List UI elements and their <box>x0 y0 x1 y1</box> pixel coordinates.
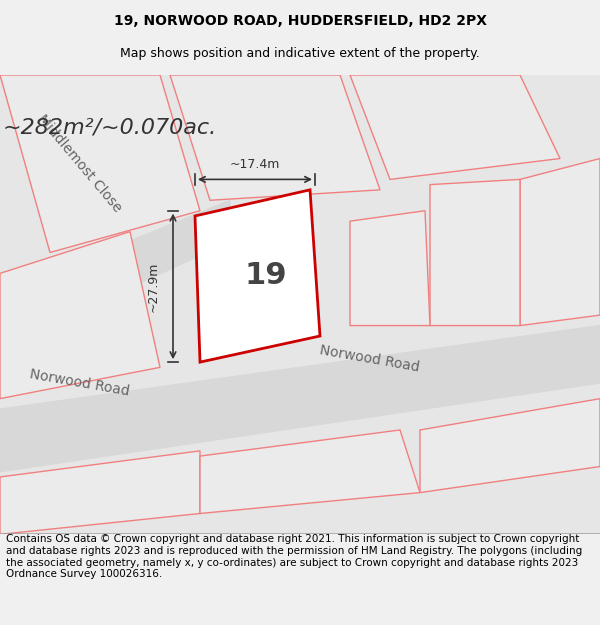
Polygon shape <box>0 75 200 253</box>
Polygon shape <box>350 75 560 179</box>
Polygon shape <box>350 211 430 326</box>
Polygon shape <box>170 75 380 200</box>
Polygon shape <box>0 232 160 399</box>
Text: Norwood Road: Norwood Road <box>29 368 131 399</box>
Text: ~17.4m: ~17.4m <box>230 158 280 171</box>
Polygon shape <box>0 326 600 472</box>
Polygon shape <box>195 190 320 362</box>
Polygon shape <box>0 451 200 534</box>
Polygon shape <box>200 430 420 514</box>
Polygon shape <box>520 159 600 326</box>
Polygon shape <box>430 179 520 326</box>
Text: Map shows position and indicative extent of the property.: Map shows position and indicative extent… <box>120 48 480 61</box>
Polygon shape <box>420 399 600 492</box>
Text: Middlemost Close: Middlemost Close <box>35 112 125 215</box>
Text: ~27.9m: ~27.9m <box>146 261 160 312</box>
Text: Contains OS data © Crown copyright and database right 2021. This information is : Contains OS data © Crown copyright and d… <box>6 534 582 579</box>
Text: 19: 19 <box>245 261 287 291</box>
Text: 19, NORWOOD ROAD, HUDDERSFIELD, HD2 2PX: 19, NORWOOD ROAD, HUDDERSFIELD, HD2 2PX <box>113 14 487 28</box>
Text: Norwood Road: Norwood Road <box>319 343 421 374</box>
Text: ~282m²/~0.070ac.: ~282m²/~0.070ac. <box>3 118 217 138</box>
Polygon shape <box>0 200 230 346</box>
